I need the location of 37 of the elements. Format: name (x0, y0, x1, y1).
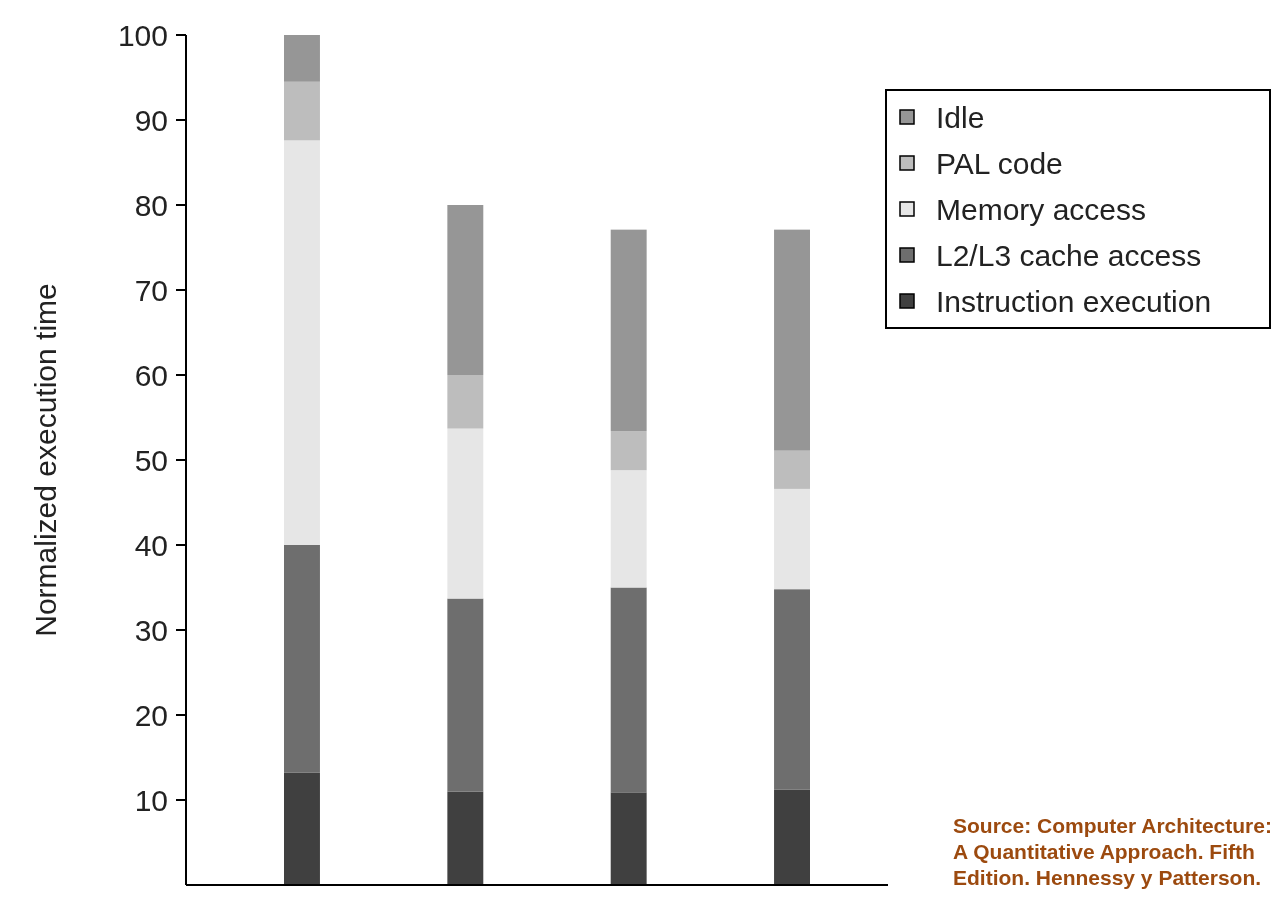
bar (284, 35, 320, 82)
source-note: Source: Computer Architecture: A Quantitative Approach. Fifth Edition. Hennessy y Patterson. (953, 814, 1272, 889)
y-tick-label: 10 (134, 783, 168, 817)
legend-label: Instruction execution (936, 284, 1212, 318)
bar (447, 205, 484, 375)
legend-label: Memory access (936, 192, 1147, 226)
bar (610, 792, 647, 885)
legend-label: Idle (936, 100, 985, 134)
legend-label: PAL code (936, 146, 1063, 180)
bar (447, 375, 484, 429)
bar (774, 789, 810, 885)
bar (610, 470, 647, 588)
y-tick-label: 40 (134, 528, 168, 562)
y-tick-label: 20 (134, 698, 168, 732)
bar (774, 229, 810, 451)
y-tick-label: 70 (134, 273, 168, 307)
bar (447, 598, 484, 792)
bar (447, 428, 484, 599)
bar (284, 140, 320, 545)
y-axis-title: Normalized execution time (29, 283, 62, 637)
y-tick-label: 60 (134, 358, 168, 392)
bar (610, 431, 647, 471)
bar (774, 589, 810, 790)
bar (284, 772, 320, 885)
y-tick-label: 80 (134, 188, 168, 222)
y-tick-label: 100 (117, 18, 168, 52)
bar (447, 791, 484, 885)
bar (284, 81, 320, 141)
bar (610, 229, 647, 432)
y-tick-label: 30 (134, 613, 168, 647)
bar (284, 545, 320, 773)
bar (774, 488, 810, 590)
bar (610, 587, 647, 793)
y-tick-label: 90 (134, 103, 168, 137)
bar (774, 450, 810, 489)
legend-label: L2/L3 cache access (936, 238, 1202, 272)
y-tick-label: 50 (134, 443, 168, 477)
